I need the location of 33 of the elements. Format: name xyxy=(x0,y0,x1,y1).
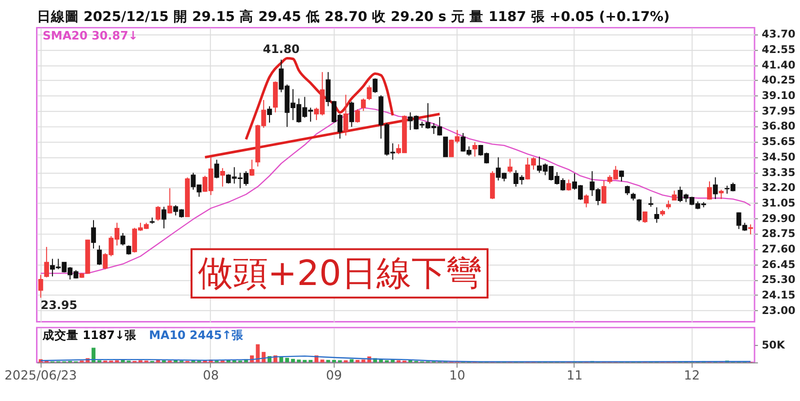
annotation: 23.95 xyxy=(40,298,78,312)
x-tick-label: 12 xyxy=(684,367,700,382)
y-tick-label: 26.45 xyxy=(762,258,796,271)
x-tick-label: 09 xyxy=(326,367,342,382)
text: SMA20 30.87↓ xyxy=(42,28,138,42)
y-tick-label: 37.95 xyxy=(762,104,796,118)
y-tick-label: 34.50 xyxy=(762,150,796,164)
y-tick-label: 25.30 xyxy=(762,273,796,286)
y-tick-label: 36.80 xyxy=(762,120,796,133)
y-tick-label: 50K xyxy=(762,338,786,352)
annotation: 做頭+20日線下彎 xyxy=(198,254,482,294)
x-tick-label: 10 xyxy=(449,367,466,382)
series-label: MA10 2445↑張 xyxy=(148,328,245,342)
y-tick-label: 24.15 xyxy=(762,288,796,302)
y-tick-label: 42.55 xyxy=(762,43,796,56)
y-tick-label: 29.90 xyxy=(762,212,796,225)
y-tick-label: 31.05 xyxy=(762,196,796,210)
y-tick-label: 28.75 xyxy=(762,227,796,240)
y-tick-label: 27.60 xyxy=(762,242,796,256)
y-tick-label: 40.25 xyxy=(762,74,796,87)
x-tick-label: 2025/06/23 xyxy=(4,367,77,382)
y-tick-label: 41.40 xyxy=(762,58,796,72)
chart-title: 日線圖 2025/12/15 開 29.15 高 29.45 低 28.70 收 29.20 s 元 量 1187 張 +0.05 (+0.17%) xyxy=(36,8,670,25)
y-tick-label: 23.00 xyxy=(762,304,796,317)
annotation: 41.80 xyxy=(262,42,300,56)
y-tick-label: 35.65 xyxy=(762,135,796,148)
y-tick-label: 32.20 xyxy=(762,181,796,194)
x-tick-label: 11 xyxy=(566,367,583,382)
y-tick-label: 43.70 xyxy=(762,28,796,41)
y-tick-label: 33.35 xyxy=(762,166,796,179)
series-label: 成交量 1187↓張 xyxy=(42,328,138,342)
y-tick-label: 39.10 xyxy=(762,89,796,102)
x-tick-label: 08 xyxy=(202,367,219,382)
